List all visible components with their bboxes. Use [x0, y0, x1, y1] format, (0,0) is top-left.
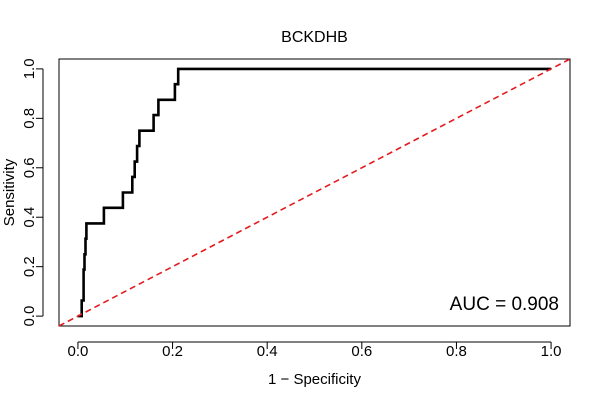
chart-title: BCKDHB: [281, 29, 348, 46]
x-axis-label: 1 − Specificity: [268, 371, 361, 388]
y-tick-label: 0.6: [21, 157, 38, 178]
y-tick-label: 1.0: [21, 58, 38, 79]
x-tick-label: 0.6: [351, 343, 372, 360]
series-layer: [58, 58, 571, 327]
x-tick-label: 1.0: [541, 343, 562, 360]
x-tick-label: 0.0: [67, 343, 88, 360]
y-tick-label: 0.2: [21, 256, 38, 277]
reference-diagonal-line: [58, 58, 571, 327]
plot-area-border: [58, 58, 571, 327]
y-tick-label: 0.0: [21, 306, 38, 327]
roc-curve-line: [77, 67, 552, 318]
x-tick-label: 0.4: [257, 343, 278, 360]
y-axis-label: Sensitivity: [1, 158, 18, 226]
x-tick-label: 0.2: [162, 343, 183, 360]
y-tick-label: 0.4: [21, 207, 38, 228]
x-tick-label: 0.8: [446, 343, 467, 360]
x-axis: 0.0 0.2 0.4 0.6 0.8 1.0: [67, 341, 562, 360]
y-tick-label: 0.8: [21, 108, 38, 129]
auc-annotation: AUC = 0.908: [450, 294, 559, 315]
y-axis: 0.0 0.2 0.4 0.6 0.8 1.0: [21, 58, 44, 327]
